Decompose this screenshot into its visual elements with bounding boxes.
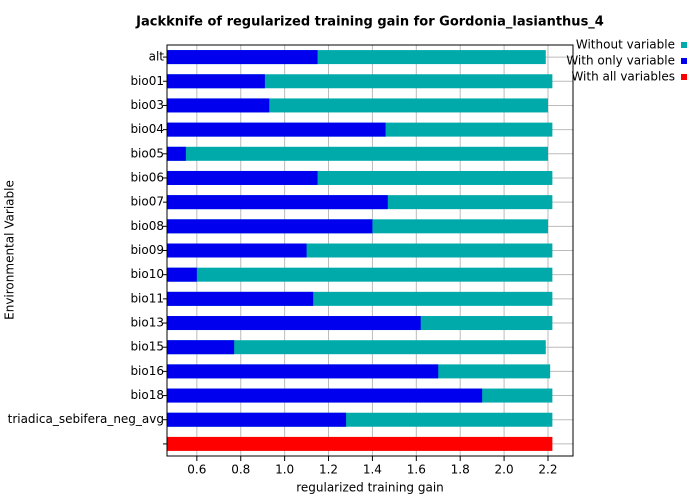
x-tick-label: 1.6 [407,463,426,477]
y-tick-label: triadica_sebifera_neg_avg [8,412,164,426]
y-tick-label: bio13 [130,316,164,330]
x-tick-label: 1.4 [363,463,382,477]
legend-label: With all variables [571,70,675,84]
bar [167,170,318,185]
y-tick-label: bio05 [130,146,164,160]
legend-label: Without variable [576,38,675,52]
x-tick-label: 0.6 [187,463,206,477]
y-tick-label: bio08 [130,219,164,233]
y-tick-label: bio01 [130,74,164,88]
y-tick-label: bio07 [130,195,164,209]
y-tick-label: bio18 [130,388,164,402]
bar [167,50,318,65]
y-tick-label: alt [149,50,165,64]
y-tick-label: bio06 [130,170,164,184]
bar [167,146,548,161]
bar [167,146,186,161]
bar [167,291,314,306]
bar [167,267,197,282]
legend-swatch [681,74,687,80]
legend-swatch [681,42,687,48]
bar [167,219,373,234]
x-tick-label: 1.8 [451,463,470,477]
bar [167,122,386,137]
plot-border [166,44,574,457]
x-axis-label: regularized training gain [296,481,444,495]
bar [167,74,265,89]
bar [167,340,235,355]
y-tick-label: bio11 [130,291,164,305]
x-tick-label: 2.2 [538,463,557,477]
y-tick-label: bio04 [130,122,164,136]
y-tick-label: bio16 [130,364,164,378]
y-tick-label: bio09 [130,243,164,257]
bar [167,340,546,355]
x-tick-label: 1.0 [275,463,294,477]
x-tick-label: 1.2 [319,463,338,477]
bar [167,388,483,403]
legend-label: With only variable [566,54,675,68]
bar [167,364,439,379]
y-axis-label: Environmental Variable [3,180,17,320]
bar [167,436,553,451]
x-tick-label: 0.8 [231,463,250,477]
bar [167,412,347,427]
y-tick-label: bio03 [130,98,164,112]
bar [167,98,270,113]
bar [167,195,388,210]
chart-title: Jackknife of regularized training gain f… [135,15,604,30]
legend-swatch [681,58,687,64]
bar [167,243,307,258]
y-tick-label: bio15 [130,340,164,354]
y-tick-label: bio10 [130,267,164,281]
bar [167,267,553,282]
x-tick-label: 2.0 [495,463,514,477]
bar [167,316,421,331]
